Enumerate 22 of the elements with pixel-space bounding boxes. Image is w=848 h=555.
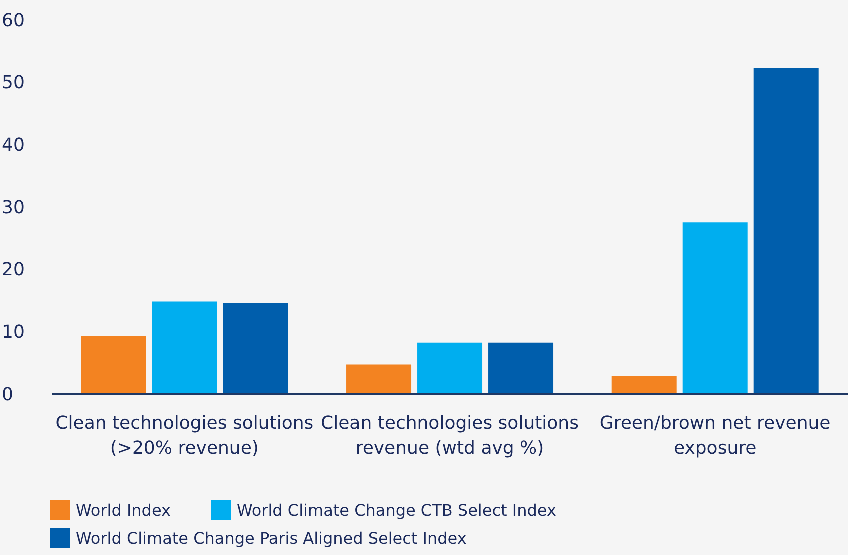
- bar: [488, 342, 554, 394]
- bar: [754, 68, 819, 394]
- y-tick-label: 20: [2, 260, 25, 281]
- legend-label: World Climate Change CTB Select Index: [236, 500, 556, 520]
- legend-label: World Index: [76, 500, 171, 520]
- x-tick-label: Clean technologies solutions (>20% revenue): [56, 412, 314, 459]
- y-tick-label: 50: [2, 72, 25, 94]
- bar: [223, 302, 288, 394]
- x-tick-label: Clean technologies solutions revenue (wtd avg %): [321, 412, 579, 459]
- bar: [152, 302, 218, 394]
- bar: [346, 364, 412, 394]
- y-tick-label: 30: [2, 197, 25, 218]
- y-tick-label: 60: [2, 10, 25, 32]
- y-tick-label: 0: [2, 384, 14, 406]
- x-tick-label: Green/brown net revenue exposure: [600, 412, 831, 459]
- y-tick-label: 10: [2, 322, 25, 344]
- y-tick-label: 40: [2, 135, 25, 156]
- bar: [612, 376, 677, 394]
- bar: [81, 336, 146, 394]
- bar: [418, 342, 483, 394]
- legend-label: World Climate Change Paris Aligned Select Index: [76, 528, 467, 548]
- bar: [682, 222, 748, 394]
